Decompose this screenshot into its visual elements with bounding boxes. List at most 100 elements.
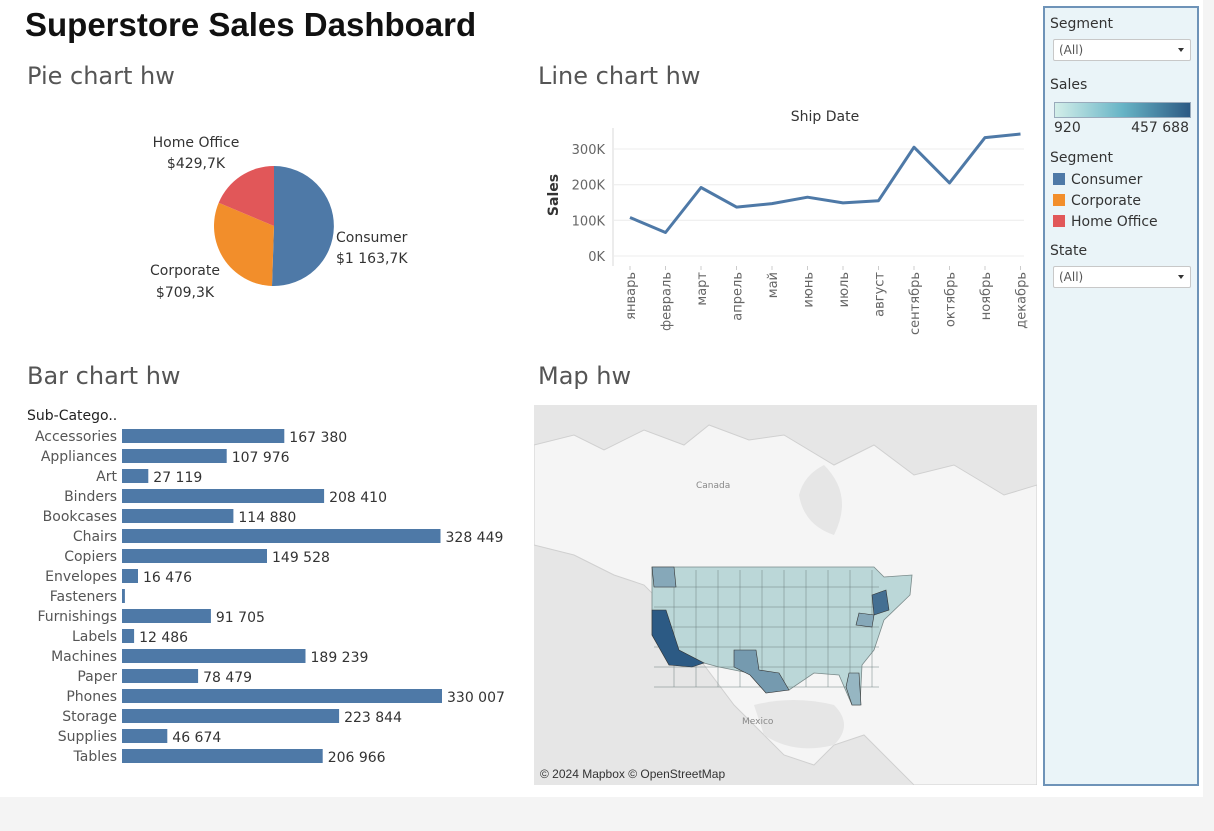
line-chart[interactable]: Ship Date Sales 0K 100K 200K 300K январь фев… xyxy=(534,100,1034,350)
bar[interactable] xyxy=(122,649,306,663)
bar[interactable] xyxy=(122,749,323,763)
state-california[interactable] xyxy=(651,609,705,668)
state-pennsylvania[interactable] xyxy=(855,612,875,628)
pie-label-corporate-value: $709,3K xyxy=(156,285,215,301)
gulf-of-mexico xyxy=(754,700,844,749)
us-states-layer[interactable] xyxy=(651,566,913,706)
bar[interactable] xyxy=(122,629,135,643)
pie-slice-corporate[interactable] xyxy=(214,202,274,286)
bar-category-label: Phones xyxy=(66,689,117,705)
sales-legend-title: Sales xyxy=(1050,77,1088,93)
sales-color-gradient xyxy=(1054,102,1191,118)
bar[interactable] xyxy=(122,709,340,723)
bar-category-label: Art xyxy=(96,469,117,485)
line-x-tick: июнь xyxy=(802,272,817,308)
bar-value-label: 12 486 xyxy=(139,630,188,646)
segment-filter-value: (All) xyxy=(1059,43,1084,57)
pie-chart[interactable]: Home Office $429,7K Consumer $1 163,7K C… xyxy=(140,128,440,308)
bar-category-label: Envelopes xyxy=(45,569,117,585)
bar[interactable] xyxy=(122,589,125,603)
corporate-swatch xyxy=(1053,194,1065,206)
bar-value-label: 114 880 xyxy=(238,510,296,526)
state-new-york[interactable] xyxy=(871,589,890,616)
chevron-down-icon xyxy=(1178,275,1184,279)
line-x-tick: май xyxy=(766,272,781,298)
segment-filter-title: Segment xyxy=(1050,16,1113,32)
bar-category-label: Copiers xyxy=(64,549,117,565)
bar-value-label: 330 007 xyxy=(447,690,505,706)
bar-category-label: Supplies xyxy=(58,729,117,745)
bar[interactable] xyxy=(122,569,138,583)
bar-category-label: Appliances xyxy=(41,449,117,465)
bar-category-label: Machines xyxy=(51,649,117,665)
sales-min-label: 920 xyxy=(1054,120,1081,136)
bar-category-label: Fasteners xyxy=(50,589,117,605)
pie-chart-title: Pie chart hw xyxy=(27,62,175,90)
map-label-canada: Canada xyxy=(696,481,730,491)
bar[interactable] xyxy=(122,509,234,523)
bar[interactable] xyxy=(122,669,199,683)
legend-item-home-office[interactable]: Home Office xyxy=(1053,214,1158,230)
state-washington[interactable] xyxy=(651,566,677,588)
bar-value-label: 206 966 xyxy=(328,750,386,766)
bar[interactable] xyxy=(122,449,227,463)
bar[interactable] xyxy=(122,689,442,703)
home-office-swatch xyxy=(1053,215,1065,227)
bar-category-label: Bookcases xyxy=(43,509,117,525)
bar[interactable] xyxy=(122,489,325,503)
bar[interactable] xyxy=(122,549,267,563)
line-x-tick: февраль xyxy=(660,272,675,331)
map-attribution[interactable]: © 2024 Mapbox © OpenStreetMap xyxy=(540,767,726,781)
state-filter-title: State xyxy=(1050,243,1088,259)
line-y-tick: 100K xyxy=(572,214,606,229)
bar[interactable] xyxy=(122,429,285,443)
line-x-tick: январь xyxy=(624,272,639,320)
line-chart-title: Line chart hw xyxy=(538,62,701,90)
line-x-tick: октябрь xyxy=(944,272,959,327)
bar-value-label: 78 479 xyxy=(203,670,252,686)
line-x-tick: декабрь xyxy=(1015,272,1030,329)
bar-category-label: Storage xyxy=(62,709,117,725)
chevron-down-icon xyxy=(1178,48,1184,52)
bar-value-label: 223 844 xyxy=(344,710,402,726)
line-series-sales[interactable] xyxy=(629,132,1021,234)
state-texas[interactable] xyxy=(733,649,790,694)
line-x-tick: август xyxy=(873,272,888,317)
map-title: Map hw xyxy=(538,362,632,390)
state-florida[interactable] xyxy=(845,672,862,706)
bar-category-label: Accessories xyxy=(35,429,117,445)
bar-value-label: 149 528 xyxy=(272,550,330,566)
bar-value-label: 167 380 xyxy=(289,430,347,446)
bar-value-label: 328 449 xyxy=(446,530,504,546)
bar[interactable] xyxy=(122,529,441,543)
us-sales-map[interactable]: Canada Mexico xyxy=(534,405,1037,785)
map-label-mexico: Mexico xyxy=(742,717,774,727)
line-x-tick: апрель xyxy=(731,272,746,321)
bottom-strip xyxy=(0,797,1214,831)
bar-value-label: 27 119 xyxy=(153,470,202,486)
line-x-tick: сентябрь xyxy=(908,272,923,335)
filters-panel: Segment (All) Sales 920 457 688 Segment … xyxy=(1043,6,1199,786)
bar-chart-title: Bar chart hw xyxy=(27,362,181,390)
legend-label: Home Office xyxy=(1071,214,1158,230)
dashboard-title: Superstore Sales Dashboard xyxy=(25,6,477,43)
segment-legend-title: Segment xyxy=(1050,150,1113,166)
segment-filter-dropdown[interactable]: (All) xyxy=(1053,39,1191,61)
line-y-tick: 200K xyxy=(572,179,606,194)
pie-slice-home-office[interactable] xyxy=(218,166,274,226)
bar-value-label: 16 476 xyxy=(143,570,192,586)
bar-category-label: Tables xyxy=(73,749,118,765)
bar[interactable] xyxy=(122,469,149,483)
bar[interactable] xyxy=(122,609,211,623)
state-filter-dropdown[interactable]: (All) xyxy=(1053,266,1191,288)
bar-chart[interactable]: Sub-Catego.. Accessories 167 380 Appliance… xyxy=(20,402,520,774)
pie-slice-consumer[interactable] xyxy=(271,166,334,286)
bar-value-label: 46 674 xyxy=(172,730,221,746)
sales-max-label: 457 688 xyxy=(1131,120,1189,136)
pie-label-home-office-value: $429,7K xyxy=(167,156,226,172)
bar[interactable] xyxy=(122,729,168,743)
legend-item-corporate[interactable]: Corporate xyxy=(1053,193,1141,209)
line-chart-ylabel: Sales xyxy=(546,174,562,216)
legend-item-consumer[interactable]: Consumer xyxy=(1053,172,1142,188)
bar-category-label: Binders xyxy=(64,489,117,505)
